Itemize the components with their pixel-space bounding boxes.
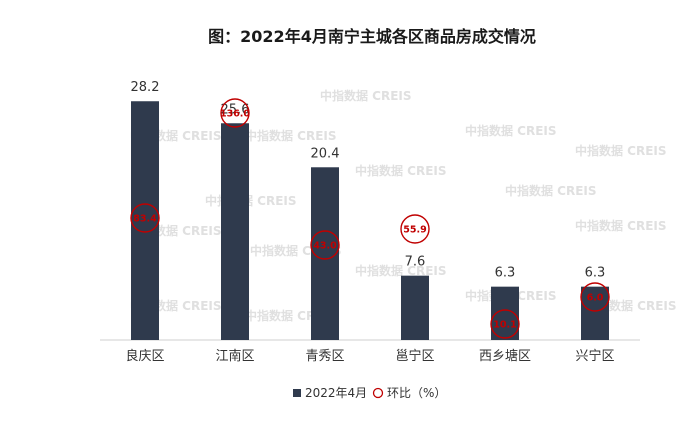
category-label: 西乡塘区 — [479, 348, 531, 364]
bar — [401, 275, 429, 340]
chart-title: 图：2022年4月南宁主城各区商品房成交情况 — [208, 27, 536, 46]
bar-value-label: 28.2 — [131, 80, 160, 95]
ratio-ring — [580, 282, 610, 312]
bar — [311, 167, 339, 340]
category-labels: 良庆区 江南区 青秀区 邕宁区 西乡塘区 兴宁区 — [125, 348, 614, 364]
ratio-value-label: 6.0 — [587, 293, 604, 304]
bar — [581, 286, 609, 340]
legend-swatch-ratio — [372, 387, 384, 399]
bar-labels: 28.2 25.6 20.4 7.6 6.3 6.3 — [131, 80, 606, 280]
legend-label-volume: 2022年4月 — [305, 386, 367, 400]
watermark-text: 中指数据 CREIS — [355, 163, 447, 178]
ratio-markers: 83.4 136.0 43.0 55.9 10.1 6.0 — [130, 98, 610, 339]
ratio-value-label: 43.0 — [313, 241, 337, 252]
category-label: 良庆区 — [125, 348, 164, 364]
watermark-text: 中指数据 CREIS — [505, 183, 597, 198]
watermark-text: 中指数据 CREIS — [465, 123, 557, 138]
bar-value-label: 7.6 — [405, 255, 426, 270]
ratio-value-label: 10.1 — [493, 320, 516, 331]
watermark-text: 中指数据 CREIS — [575, 143, 667, 158]
ratio-value-label: 136.0 — [220, 109, 250, 120]
bar-value-label: 25.6 — [221, 102, 250, 117]
ratio-ring — [220, 98, 250, 128]
bar-value-label: 6.3 — [585, 266, 606, 281]
category-label: 兴宁区 — [575, 348, 614, 364]
bar — [131, 101, 159, 341]
watermark-text: 中指数据 CREIS — [355, 263, 447, 278]
bar-value-label: 6.3 — [495, 266, 516, 281]
category-label: 青秀区 — [305, 349, 344, 364]
ratio-ring — [310, 230, 340, 260]
legend-swatch-volume — [293, 389, 301, 397]
ratio-ring — [490, 309, 520, 339]
ratio-value-label: 55.9 — [403, 225, 426, 236]
bar — [221, 123, 249, 341]
legend: 2022年4月 环比（%） — [293, 386, 446, 400]
bar-value-label: 20.4 — [311, 146, 340, 161]
watermark-text: 中指数据 CREIS — [320, 88, 412, 103]
bars — [131, 101, 609, 341]
watermark-text: 中指数据 CREIS — [245, 128, 337, 143]
watermark-text: 中指数据 CREIS — [575, 218, 667, 233]
ratio-value-label: 83.4 — [133, 214, 157, 225]
category-label: 邕宁区 — [395, 348, 434, 364]
watermark-text: 中指数据 CREIS — [205, 193, 297, 208]
ratio-ring — [130, 203, 160, 233]
legend-label-ratio: 环比（%） — [387, 386, 446, 400]
category-label: 江南区 — [215, 348, 254, 364]
ratio-ring — [400, 214, 430, 244]
